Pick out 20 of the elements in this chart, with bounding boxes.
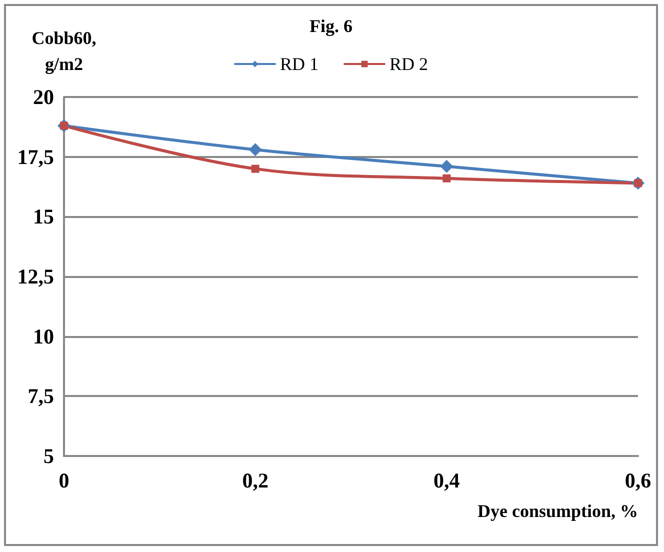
y-tick-label: 10 (33, 324, 54, 348)
x-tick-label: 0,6 (624, 468, 652, 492)
legend-label: RD 1 (280, 54, 319, 74)
y-tick-label: 15 (33, 204, 54, 229)
point (248, 143, 262, 156)
legend-label: RD 2 (390, 54, 428, 74)
chart-title: Fig. 6 (310, 16, 352, 36)
y-tick-label: 17,5 (17, 144, 54, 169)
x-tick-label: 0,4 (434, 468, 460, 492)
y-tick-label: 12,5 (17, 264, 54, 288)
y-tick-label: 7,5 (28, 384, 54, 408)
y-tick-label: 20 (33, 85, 54, 109)
x-tick-label: 0 (58, 468, 70, 492)
point (442, 174, 451, 182)
x-axis-title: Dye consumption, % (477, 501, 638, 521)
point (251, 164, 260, 173)
y-tick-label: 5 (44, 444, 54, 468)
y-axis-title: Cobb60, g/m2 (32, 28, 96, 74)
point (440, 160, 454, 173)
x-tick-label: 0,2 (242, 468, 268, 492)
